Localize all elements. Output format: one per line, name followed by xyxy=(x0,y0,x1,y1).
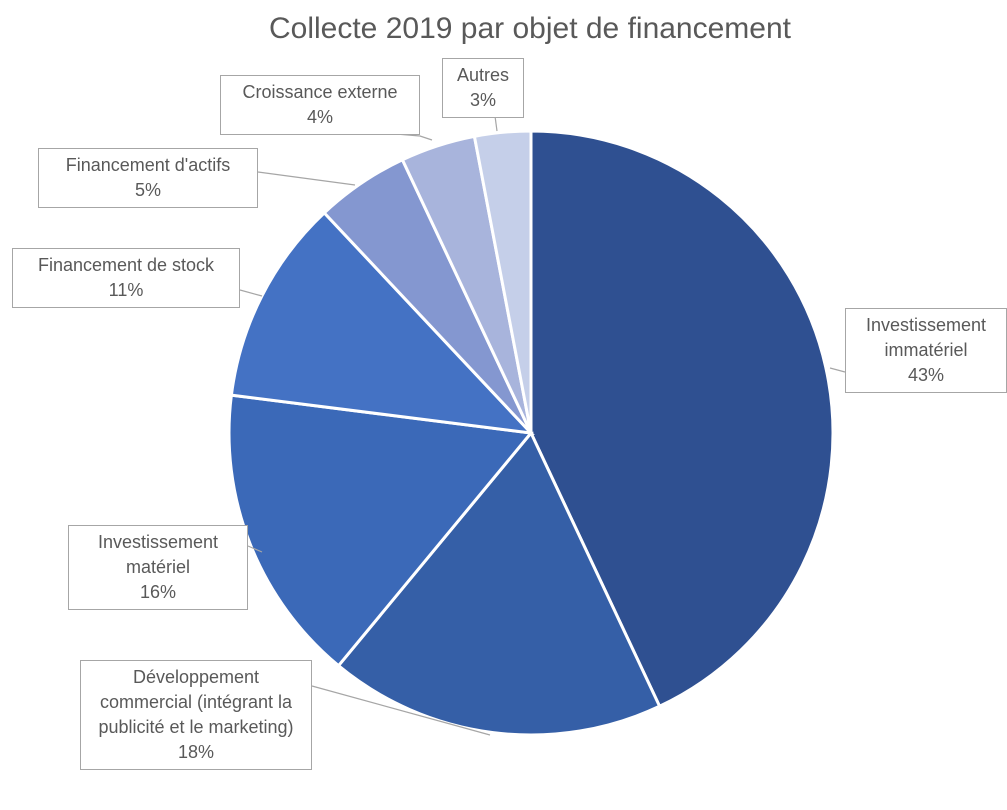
value-label: 43% xyxy=(907,365,945,385)
leader-line xyxy=(247,545,263,553)
leader-lines xyxy=(239,115,846,736)
category-label: Financement d'actifs xyxy=(65,155,231,175)
category-label: Développement commercial (intégrant la p… xyxy=(98,667,294,737)
value-label: 18% xyxy=(177,742,215,762)
category-label: Autres xyxy=(456,65,510,85)
value-label: 11% xyxy=(108,280,144,300)
category-label: Financement de stock xyxy=(37,255,215,275)
value-label: 5% xyxy=(134,180,161,200)
data-label: Investissement matériel 16% xyxy=(68,525,248,610)
category-label: Croissance externe xyxy=(242,82,398,102)
value-label: 16% xyxy=(139,582,177,602)
chart-title: Collecte 2019 par objet de financement xyxy=(268,12,791,45)
leader-line xyxy=(829,367,846,373)
data-label: Financement de stock 11% xyxy=(12,248,240,308)
value-label: 4% xyxy=(306,107,333,127)
data-label: Financement d'actifs 5% xyxy=(38,148,258,208)
leader-line xyxy=(494,115,498,132)
slices xyxy=(227,129,835,737)
value-label: 3% xyxy=(469,90,496,110)
slice xyxy=(472,129,533,434)
data-label: Croissance externe 4% xyxy=(220,75,420,135)
leader-line xyxy=(257,171,356,186)
category-label: Investissement matériel xyxy=(97,532,219,577)
slice xyxy=(529,129,835,709)
slice xyxy=(336,430,662,737)
data-label: Autres 3% xyxy=(442,58,524,118)
category-label: Investissement immatériel xyxy=(865,315,987,360)
data-label: Investissement immatériel 43% xyxy=(845,308,1007,393)
leader-line xyxy=(311,685,491,736)
leader-line xyxy=(239,289,263,297)
data-label: Développement commercial (intégrant la p… xyxy=(80,660,312,770)
slice xyxy=(227,393,534,668)
